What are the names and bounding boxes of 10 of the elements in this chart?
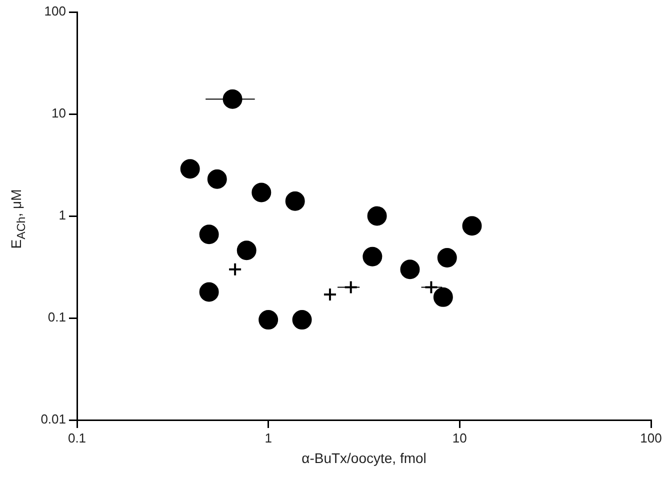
x-axis-title: α-BuTx/oocyte, fmol: [300, 450, 428, 466]
x-tick-label: 10: [452, 430, 467, 446]
x-tick-label: 100: [640, 430, 662, 446]
y-tick-label: 0.01: [40, 412, 66, 427]
y-tick-label: 1: [58, 208, 66, 223]
y-tick-label: 10: [52, 106, 66, 121]
x-tick-label: 1: [264, 430, 272, 446]
y-tick-label: 0.1: [48, 310, 66, 325]
y-tick-label: 100: [44, 4, 66, 19]
x-tick-label: 0.1: [68, 430, 86, 446]
